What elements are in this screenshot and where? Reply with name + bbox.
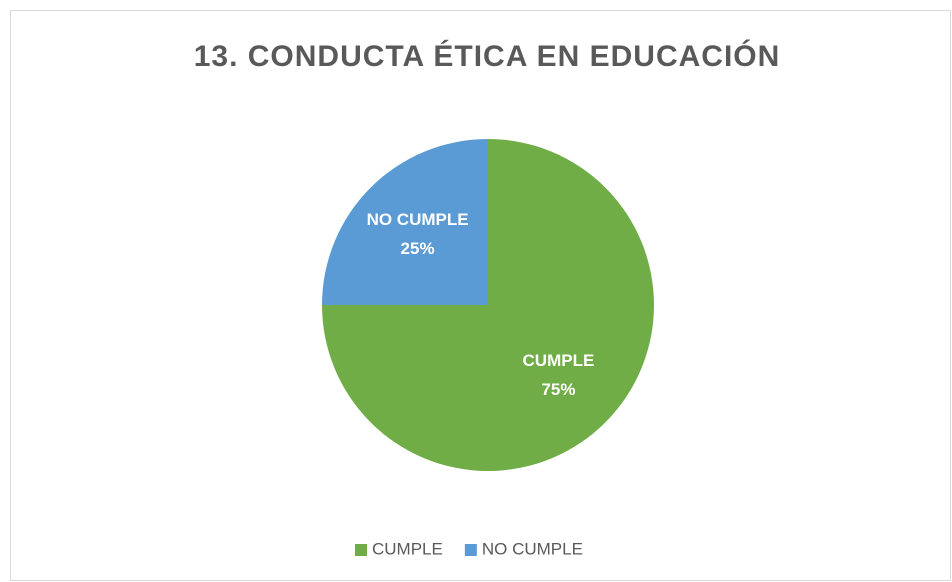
legend-swatch: [355, 544, 367, 556]
chart-title: 13. CONDUCTA ÉTICA EN EDUCACIÓN: [194, 39, 781, 73]
legend-swatch: [464, 544, 477, 556]
pie-slice: [322, 139, 488, 305]
legend-label: NO CUMPLE: [482, 539, 583, 558]
slice-label-value: 75%: [541, 380, 575, 399]
slice-label-name: CUMPLE: [523, 351, 595, 370]
slice-label-value: 25%: [401, 239, 435, 258]
legend-label: CUMPLE: [372, 539, 443, 558]
slice-label-name: NO CUMPLE: [367, 210, 469, 229]
